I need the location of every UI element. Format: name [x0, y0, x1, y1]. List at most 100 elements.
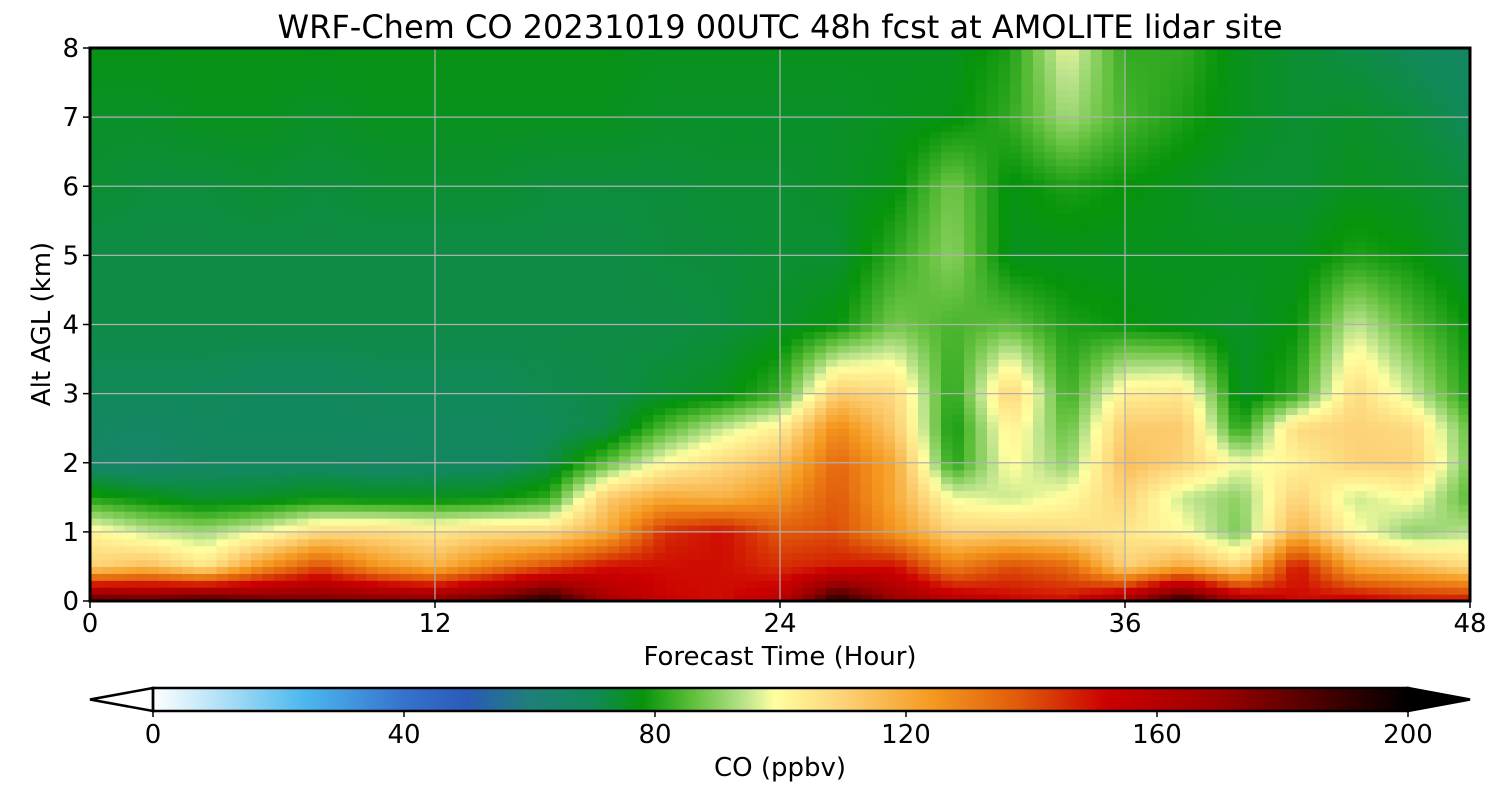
heatmap-cell	[182, 580, 195, 588]
heatmap-cell	[1205, 435, 1218, 443]
heatmap-cell	[228, 552, 241, 561]
heatmap-cell	[1401, 379, 1414, 388]
heatmap-cell	[1343, 538, 1356, 547]
heatmap-cell	[906, 524, 919, 533]
heatmap-cell	[642, 511, 655, 519]
heatmap-cell	[343, 469, 356, 478]
heatmap-cell	[964, 518, 977, 526]
heatmap-cell	[1125, 338, 1138, 346]
heatmap-cell	[722, 435, 735, 443]
heatmap-cell	[492, 372, 505, 381]
heatmap-cell	[1263, 435, 1276, 443]
heatmap-cell	[1389, 511, 1402, 519]
heatmap-cell	[1389, 352, 1402, 360]
heatmap-cell	[159, 490, 172, 498]
heatmap-cell	[550, 469, 563, 478]
heatmap-cell	[849, 531, 862, 540]
heatmap-cell	[952, 524, 965, 533]
heatmap-cell	[1412, 504, 1425, 512]
heatmap-cell	[1079, 448, 1092, 457]
heatmap-cell	[435, 594, 448, 601]
heatmap-cell	[596, 407, 609, 415]
heatmap-cell	[676, 421, 689, 429]
heatmap-cell	[492, 435, 505, 443]
heatmap-cell	[228, 462, 241, 471]
heatmap-cell	[1125, 476, 1138, 485]
heatmap-cell	[849, 483, 862, 491]
heatmap-cell	[136, 365, 149, 374]
heatmap-cell	[1010, 504, 1023, 512]
heatmap-cell	[998, 566, 1011, 574]
heatmap-cell	[653, 518, 666, 526]
heatmap-cell	[688, 462, 701, 471]
heatmap-cell	[481, 552, 494, 561]
heatmap-cell	[699, 338, 712, 346]
heatmap-cell	[1297, 455, 1310, 464]
heatmap-cell	[676, 310, 689, 319]
heatmap-cell	[366, 518, 379, 526]
heatmap-cell	[941, 352, 954, 360]
heatmap-cell	[216, 359, 229, 367]
heatmap-cell	[1228, 483, 1241, 491]
heatmap-cell	[872, 338, 885, 346]
heatmap-cell	[929, 476, 942, 485]
heatmap-cell	[676, 338, 689, 346]
heatmap-cell	[1136, 365, 1149, 374]
heatmap-cell	[377, 365, 390, 374]
heatmap-cell	[814, 386, 827, 395]
heatmap-cell	[216, 594, 229, 601]
heatmap-cell	[745, 511, 758, 519]
heatmap-cell	[803, 393, 816, 402]
heatmap-cell	[1102, 462, 1115, 471]
heatmap-cell	[745, 490, 758, 498]
heatmap-cell	[113, 511, 126, 519]
heatmap-cell	[147, 414, 160, 422]
heatmap-cell	[607, 476, 620, 485]
heatmap-cell	[1217, 400, 1230, 409]
heatmap-cell	[159, 552, 172, 561]
heatmap-cell	[1217, 483, 1230, 491]
heatmap-cell	[423, 365, 436, 374]
heatmap-cell	[1136, 538, 1149, 547]
heatmap-cell	[101, 400, 114, 409]
heatmap-cell	[1159, 379, 1172, 388]
heatmap-cell	[1320, 379, 1333, 388]
heatmap-cell	[1378, 476, 1391, 485]
heatmap-cell	[952, 310, 965, 319]
heatmap-cell	[768, 435, 781, 443]
heatmap-cell	[619, 407, 632, 415]
heatmap-cell	[573, 545, 586, 554]
heatmap-cell	[803, 490, 816, 498]
heatmap-cell	[400, 462, 413, 471]
heatmap-cell	[297, 504, 310, 512]
heatmap-cell	[1355, 524, 1368, 533]
heatmap-cell	[481, 324, 494, 333]
heatmap-cell	[1366, 531, 1379, 540]
heatmap-cell	[458, 511, 471, 519]
heatmap-cell	[918, 552, 931, 561]
heatmap-cell	[481, 469, 494, 478]
heatmap-cell	[1171, 483, 1184, 491]
heatmap-cell	[734, 310, 747, 319]
heatmap-cell	[481, 483, 494, 491]
heatmap-cell	[676, 518, 689, 526]
heatmap-cell	[941, 338, 954, 346]
heatmap-cell	[377, 455, 390, 464]
heatmap-cell	[1067, 435, 1080, 443]
heatmap-cell	[1159, 386, 1172, 395]
heatmap-cell	[1447, 372, 1460, 381]
heatmap-cell	[975, 594, 988, 601]
heatmap-cell	[504, 559, 517, 568]
heatmap-cell	[377, 338, 390, 346]
heatmap-cell	[665, 442, 678, 450]
heatmap-cell	[1090, 331, 1103, 339]
heatmap-cell	[205, 365, 218, 374]
heatmap-cell	[527, 538, 540, 547]
heatmap-cell	[1378, 331, 1391, 339]
heatmap-cell	[469, 538, 482, 547]
heatmap-cell	[1136, 359, 1149, 367]
heatmap-cell	[665, 407, 678, 415]
heatmap-cell	[653, 469, 666, 478]
heatmap-cell	[860, 428, 873, 436]
